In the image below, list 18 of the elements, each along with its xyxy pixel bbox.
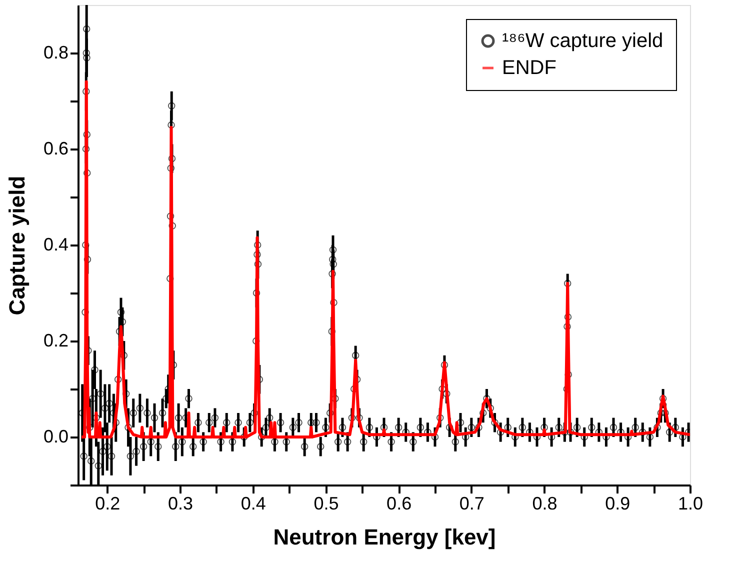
x-tick-label: 0.2: [95, 494, 120, 514]
y-tick-label: 0.0: [43, 426, 68, 446]
y-tick-label: 0.6: [43, 138, 68, 158]
x-tick-label: 0.7: [459, 494, 484, 514]
y-tick-label: 0.8: [43, 42, 68, 62]
y-tick-label: 0.4: [43, 234, 68, 254]
x-tick-label: 1.0: [678, 494, 704, 514]
x-tick-label: 0.3: [168, 494, 194, 514]
x-tick-label: 0.8: [532, 494, 558, 514]
legend-label: ENDF: [502, 57, 556, 79]
legend-label: ¹⁸⁶W capture yield: [502, 30, 664, 52]
y-axis-title: Capture yield: [4, 176, 30, 316]
x-tick-label: 0.4: [240, 494, 266, 514]
x-tick-label: 0.6: [386, 494, 412, 514]
y-tick-label: 0.2: [43, 330, 68, 350]
x-tick-label: 0.5: [314, 494, 339, 514]
x-axis-title: Neutron Energy [kev]: [273, 524, 496, 550]
x-tick-label: 0.9: [605, 494, 630, 514]
